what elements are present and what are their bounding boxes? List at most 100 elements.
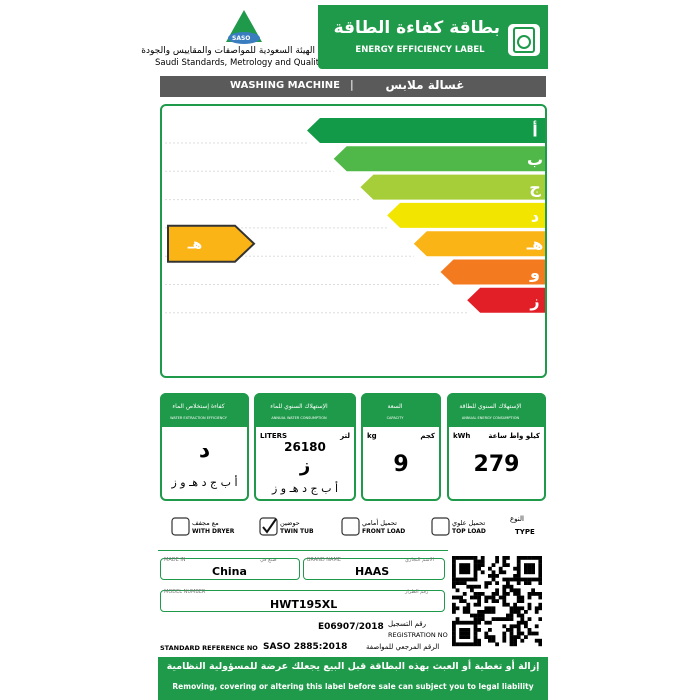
- qr-module: [527, 631, 532, 636]
- qr-module: [513, 635, 517, 639]
- qr-module: [524, 610, 528, 614]
- qr-module: [452, 620, 456, 625]
- type-option-ar: حوضين: [280, 519, 300, 527]
- footer: [158, 657, 548, 700]
- qr-module: [473, 559, 478, 564]
- qr-module: [459, 566, 463, 571]
- qr-module: [502, 631, 507, 636]
- qr-module: [491, 595, 496, 600]
- label-title-en: ENERGY EFFICIENCY LABEL: [355, 45, 485, 55]
- standard-en: STANDARD REFERENCE NO: [160, 644, 258, 652]
- qr-module: [473, 642, 478, 647]
- box-title-ar: كفاءة إستخلاص الماء: [172, 403, 225, 410]
- qr-module: [466, 606, 471, 611]
- brand-field: [303, 558, 445, 580]
- qr-module: [452, 556, 456, 560]
- qr-module: [462, 610, 467, 614]
- qr-module: [477, 584, 481, 589]
- qr-module: [477, 599, 481, 603]
- qr-module: [495, 592, 499, 596]
- qr-module: [473, 635, 478, 639]
- qr-module: [502, 556, 507, 560]
- qr-module: [538, 581, 542, 585]
- qr-module: [491, 606, 496, 611]
- qr-module: [495, 599, 499, 603]
- qr-module: [473, 577, 478, 582]
- box-grade-scale: أ ب ج د هـ و ز: [271, 482, 339, 495]
- qr-module: [531, 592, 535, 596]
- qr-module: [484, 631, 489, 636]
- qr-module: [477, 638, 481, 643]
- qr-module: [455, 595, 460, 600]
- qr-module: [459, 581, 463, 585]
- product-ar: غسالة ملابس: [385, 78, 465, 92]
- qr-module: [524, 556, 528, 560]
- brand-ar: الاسم التجاري: [405, 557, 434, 563]
- box-unit-ar: كجم: [420, 432, 435, 440]
- box-value: 9: [393, 452, 409, 477]
- grade-label: أ: [532, 121, 537, 141]
- qr-module: [459, 570, 463, 575]
- qr-module: [527, 595, 532, 600]
- qr-module: [488, 581, 492, 585]
- qr-module: [538, 592, 542, 596]
- qr-module: [502, 588, 507, 593]
- qr-module: [538, 617, 542, 621]
- qr-module: [466, 566, 471, 571]
- qr-module: [462, 599, 467, 603]
- qr-module: [516, 592, 521, 596]
- qr-module: [513, 624, 517, 629]
- qr-module: [516, 624, 521, 629]
- made-in-en: MADE IN: [164, 557, 186, 563]
- grade-label: هـ: [526, 235, 544, 254]
- qr-module: [491, 617, 496, 621]
- qr-module: [502, 592, 507, 596]
- qr-module: [452, 610, 456, 614]
- saso-logo-icon: [226, 10, 262, 44]
- box-grade: ز: [299, 455, 311, 476]
- qr-module: [452, 559, 456, 564]
- qr-module: [534, 610, 539, 614]
- qr-module: [491, 610, 496, 614]
- qr-module: [506, 581, 510, 585]
- qr-module: [480, 592, 485, 596]
- logo-text: SASO: [232, 35, 251, 42]
- qr-module: [520, 606, 525, 611]
- qr-module: [462, 635, 467, 639]
- qr-module: [466, 610, 471, 614]
- qr-module: [538, 570, 542, 575]
- qr-module: [470, 588, 474, 593]
- qr-module: [455, 588, 460, 593]
- qr-module: [473, 631, 478, 636]
- qr-module: [531, 570, 535, 575]
- qr-module: [509, 642, 514, 647]
- type-option-ar: تحميل علوي: [452, 519, 486, 527]
- checkbox: [341, 517, 360, 536]
- qr-module: [473, 566, 478, 571]
- qr-module: [509, 635, 514, 639]
- qr-module: [473, 628, 478, 632]
- qr-module: [516, 595, 521, 600]
- qr-module: [538, 595, 542, 600]
- qr-module: [509, 628, 514, 632]
- qr-module: [466, 631, 471, 636]
- qr-module: [516, 566, 521, 571]
- qr-module: [495, 642, 499, 647]
- qr-module: [470, 595, 474, 600]
- qr-module: [524, 570, 528, 575]
- qr-module: [462, 606, 467, 611]
- grade-arrow: [307, 118, 545, 143]
- qr-module: [452, 624, 456, 629]
- box-title-ar: الإستهلاك السنوي للماء: [270, 403, 328, 410]
- qr-module: [520, 620, 525, 625]
- qr-module: [452, 635, 456, 639]
- qr-module: [484, 606, 489, 611]
- qr-module: [502, 563, 507, 567]
- qr-module: [513, 610, 517, 614]
- qr-module: [466, 577, 471, 582]
- brand-en: BRAND NAME: [307, 557, 341, 563]
- brand-value: HAAS: [355, 565, 390, 578]
- made-in-ar: صنع في: [260, 557, 277, 563]
- qr-module: [527, 602, 532, 607]
- qr-module: [462, 563, 467, 567]
